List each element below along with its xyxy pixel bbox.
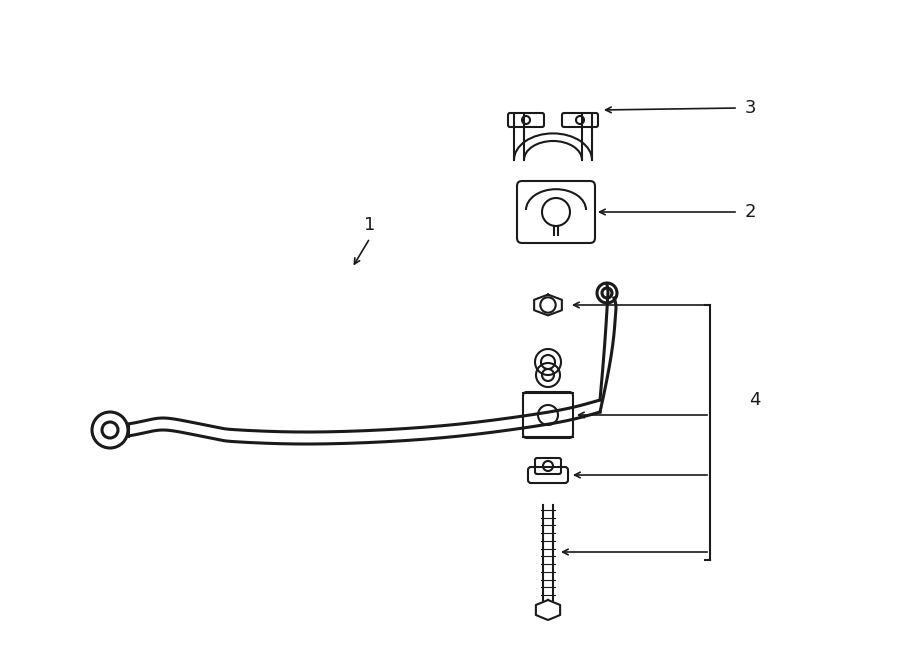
- Text: 4: 4: [749, 391, 760, 409]
- Text: 3: 3: [744, 99, 756, 117]
- Text: 1: 1: [364, 216, 375, 234]
- Text: 2: 2: [744, 203, 756, 221]
